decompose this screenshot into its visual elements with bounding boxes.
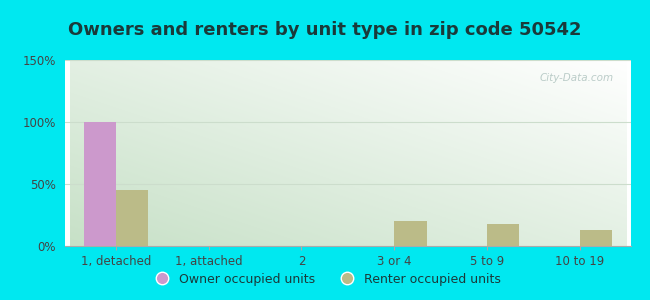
Bar <box>487 224 519 246</box>
Text: City-Data.com: City-Data.com <box>540 73 614 83</box>
Bar <box>84 122 116 246</box>
Legend: Owner occupied units, Renter occupied units: Owner occupied units, Renter occupied un… <box>144 268 506 291</box>
Text: Owners and renters by unit type in zip code 50542: Owners and renters by unit type in zip c… <box>68 21 582 39</box>
Bar <box>116 190 148 246</box>
Bar <box>394 221 426 246</box>
Bar <box>580 230 612 246</box>
